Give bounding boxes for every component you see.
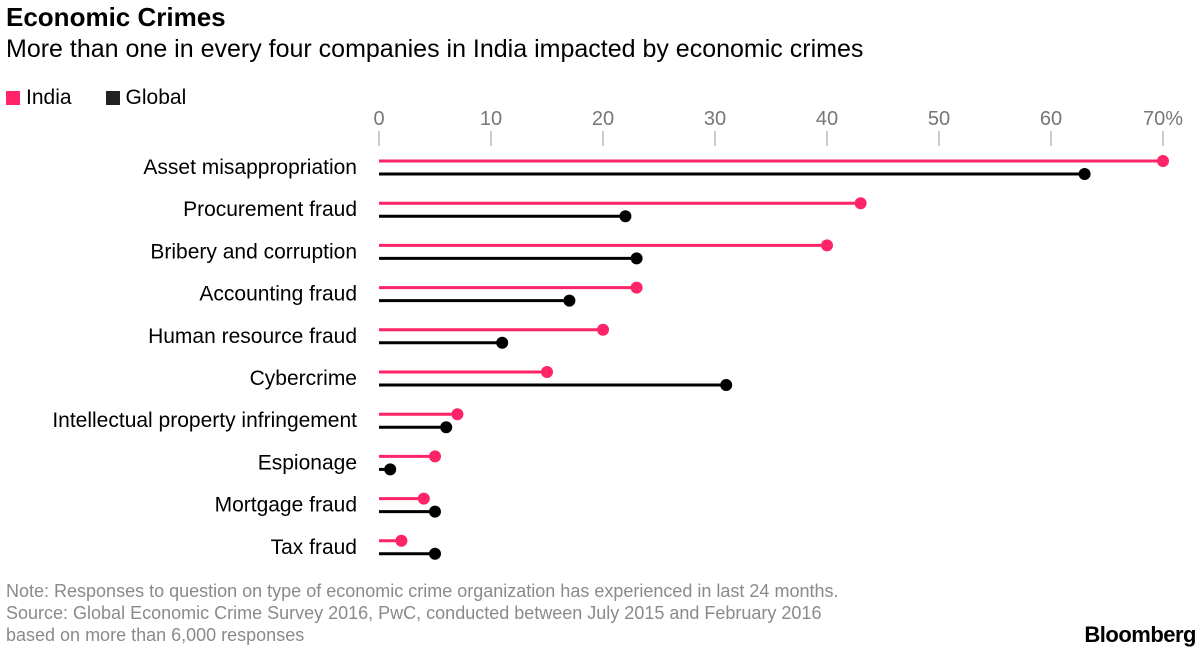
legend-item-global: Global	[105, 86, 187, 110]
dot-global	[630, 252, 643, 265]
dot-india	[821, 239, 833, 252]
dot-india	[395, 534, 408, 547]
note-line: Note: Responses to question on type of e…	[6, 581, 839, 601]
dot-global	[496, 336, 509, 349]
dot-global	[440, 421, 453, 434]
dot-india	[541, 366, 553, 378]
dot-india	[597, 323, 609, 336]
legend-item-india: India	[6, 86, 72, 110]
category-label: Espionage	[258, 451, 357, 474]
chart-notes: Note: Responses to question on type of e…	[6, 580, 838, 646]
x-tick-label: 40	[816, 108, 838, 130]
category-label: Cybercrime	[250, 367, 357, 390]
x-tick-label: 10	[480, 108, 502, 130]
dot-global	[429, 547, 441, 560]
dot-india	[854, 197, 867, 210]
category-label: Asset misappropriation	[143, 156, 357, 179]
source-line-2: based on more than 6,000 responses	[6, 625, 305, 645]
legend-label-global: Global	[125, 86, 187, 109]
chart-subtitle: More than one in every four companies in…	[6, 35, 864, 63]
dot-global	[429, 505, 441, 518]
dot-india	[1157, 155, 1169, 167]
legend: India Global	[6, 86, 186, 110]
category-label: Human resource fraud	[148, 325, 357, 348]
chart-title: Economic Crimes	[6, 2, 226, 32]
dot-india	[429, 450, 441, 463]
source-line: Source: Global Economic Crime Survey 201…	[6, 603, 822, 623]
dot-global	[619, 210, 632, 223]
chart-plot: 0 10 20 30 40 50 60 70% Asset misappropriation Pr…	[52, 108, 1183, 560]
dot-india	[630, 281, 643, 294]
legend-label-india: India	[26, 86, 72, 109]
dot-india	[451, 408, 464, 421]
x-tick-label: 60	[1040, 108, 1062, 130]
x-tick-label: 50	[928, 108, 950, 130]
x-tick-label: 0	[373, 108, 384, 130]
dot-global	[1078, 168, 1091, 180]
x-tick-label: 20	[592, 108, 614, 130]
dot-global	[563, 294, 576, 307]
category-label: Intellectual property infringement	[52, 409, 357, 432]
bloomberg-logo: Bloomberg	[1084, 622, 1196, 647]
dot-india	[417, 492, 430, 505]
x-tick-label: 70%	[1143, 108, 1183, 130]
dot-global	[720, 379, 733, 391]
category-label: Procurement fraud	[183, 198, 357, 221]
category-label: Mortgage fraud	[215, 494, 357, 517]
dot-global	[384, 463, 397, 476]
legend-swatch-india	[6, 91, 20, 105]
x-tick-label: 30	[704, 108, 726, 130]
category-label: Accounting fraud	[199, 283, 357, 306]
legend-swatch-global	[105, 91, 120, 105]
category-label: Bribery and corruption	[150, 240, 357, 263]
category-label: Tax fraud	[271, 536, 357, 559]
